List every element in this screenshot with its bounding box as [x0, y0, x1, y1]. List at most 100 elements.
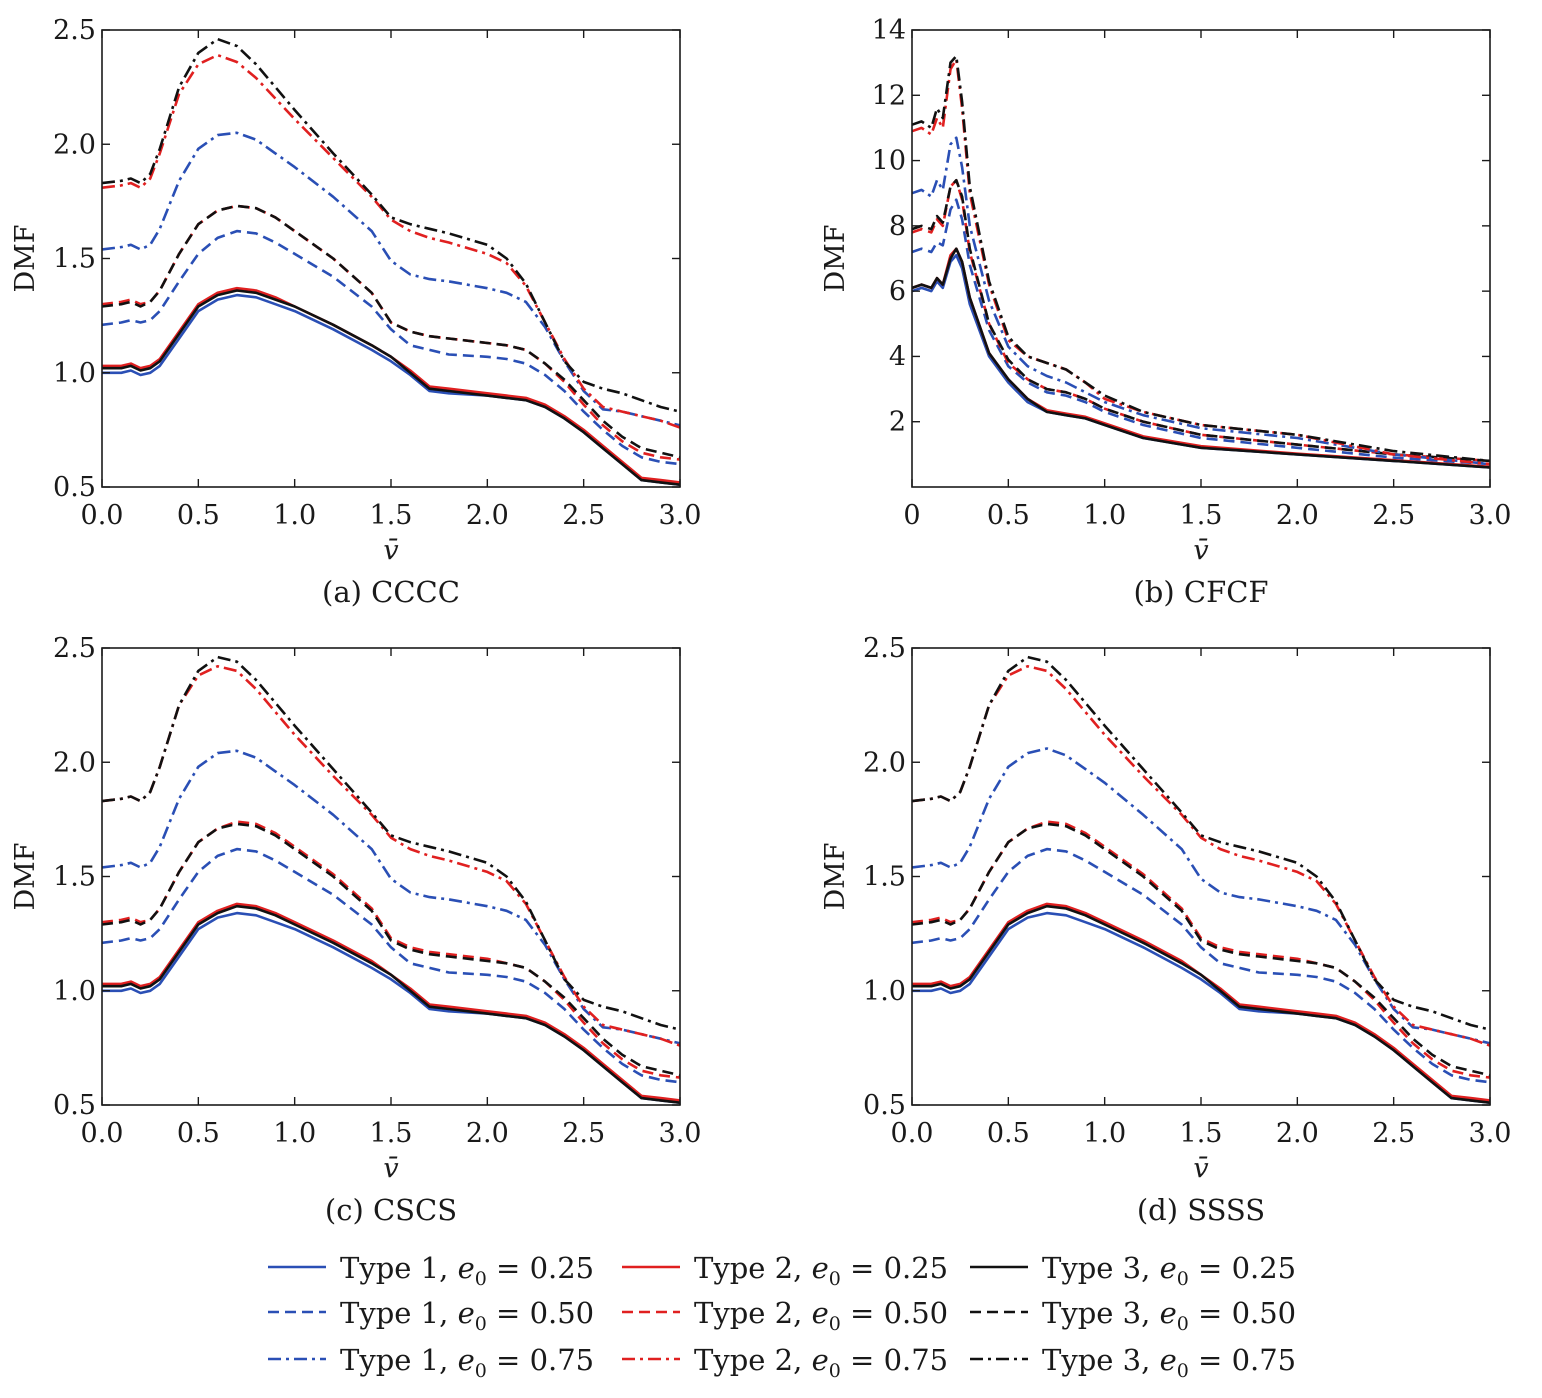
panel-caption: (a) CCCC	[322, 575, 460, 609]
legend-label: Type 3, e0 = 0.50	[1042, 1296, 1296, 1335]
legend-entry: Type 3, e0 = 0.50	[970, 1296, 1296, 1335]
panel-caption: (d) SSSS	[1137, 1193, 1265, 1227]
series-line-type3-dashdot	[912, 54, 1490, 463]
series-line-type1-dashdot	[102, 749, 680, 1045]
series-line-type3-dashed	[912, 822, 1490, 1077]
series-line-type1-dashdot	[912, 136, 1490, 466]
x-tick-label: 3.0	[1469, 1118, 1512, 1149]
y-axis-label: DMF	[820, 842, 851, 910]
chart-panel-4: 0.0 0.5 1.0 1.5 2.0 2.5 3.00.51.01.52.02.5v̄DM…	[820, 633, 1511, 1227]
y-axis-label: DMF	[820, 224, 851, 292]
x-tick-label: 2.0	[1276, 500, 1319, 531]
x-tick-label: 0.5	[177, 500, 220, 531]
y-tick-label: 4	[889, 341, 906, 372]
plot-frame	[911, 647, 1491, 1106]
series-line-type3-dashdot	[102, 655, 680, 1031]
x-axis-label: v̄	[383, 535, 398, 566]
x-axis-label: v̄	[383, 1153, 398, 1184]
chart-panel-2: 0 0.5 1.0 1.5 2.0 2.5 3.0 2 4 6 8 10 12 14 v̄ DMF (b) CF…	[820, 15, 1511, 609]
legend-entry: Type 1, e0 = 0.25	[268, 1251, 594, 1290]
series-line-type2-dashdot	[912, 58, 1490, 466]
panel-caption: (b) CFCF	[1133, 575, 1268, 609]
series-line-type1-dashdot	[102, 131, 680, 427]
legend-label: Type 1, e0 = 0.50	[340, 1296, 594, 1335]
y-tick-label: 2.5	[53, 633, 96, 664]
legend-entry: Type 2, e0 = 0.75	[622, 1343, 948, 1382]
y-tick-label: 1.5	[53, 862, 96, 893]
x-tick-label: 0.0	[81, 500, 124, 531]
y-tick-label: 1.0	[53, 976, 96, 1007]
y-axis-label: DMF	[10, 224, 41, 292]
y-tick-label: 10	[872, 146, 906, 177]
x-tick-label: 2.5	[1372, 1118, 1415, 1149]
x-tick-label: 3.0	[659, 1118, 702, 1149]
legend: Type 1, e0 = 0.25 Type 1, e0 = 0.50 Type 1…	[268, 1251, 1296, 1382]
y-tick-label: 1.0	[863, 976, 906, 1007]
x-axis-label: v̄	[1193, 1153, 1208, 1184]
series-line-type3-dashed	[912, 178, 1490, 463]
series-line-type3-solid	[912, 904, 1490, 1104]
y-tick-label: 2.0	[53, 129, 96, 160]
legend-label: Type 2, e0 = 0.75	[694, 1343, 948, 1382]
series-line-type2-dashed	[102, 820, 680, 1079]
x-tick-label: 2.0	[466, 500, 509, 531]
legend-label: Type 1, e0 = 0.75	[340, 1343, 594, 1382]
series-group	[912, 54, 1490, 469]
x-tick-label: 1.5	[1180, 500, 1223, 531]
series-line-type1-dashed	[912, 198, 1490, 466]
legend-entry: Type 2, e0 = 0.25	[622, 1251, 948, 1290]
series-line-type2-solid	[912, 247, 1490, 469]
x-tick-label: 2.5	[562, 1118, 605, 1149]
series-group	[102, 37, 680, 486]
series-line-type2-dashed	[912, 820, 1490, 1079]
series-line-type3-solid	[102, 289, 680, 486]
series-line-type3-dashdot	[102, 37, 680, 413]
y-axis-label: DMF	[10, 842, 41, 910]
y-tick-label: 0.5	[53, 472, 96, 503]
series-line-type3-dashed	[102, 822, 680, 1077]
chart-panel-1: 0.0 0.5 1.0 1.5 2.0 2.5 3.00.51.01.52.02.5v̄DM…	[10, 15, 701, 609]
series-group	[912, 655, 1490, 1104]
x-tick-label: 0.5	[987, 500, 1030, 531]
x-axis-label: v̄	[1193, 535, 1208, 566]
x-tick-label: 2.5	[562, 500, 605, 531]
series-line-type1-solid	[912, 253, 1490, 469]
x-tick-label: 0.0	[81, 1118, 124, 1149]
legend-label: Type 2, e0 = 0.50	[694, 1296, 948, 1335]
y-tick-label: 2.5	[53, 15, 96, 46]
legend-entry: Type 2, e0 = 0.50	[622, 1296, 948, 1335]
legend-entry: Type 3, e0 = 0.75	[970, 1343, 1296, 1382]
x-tick-label: 0	[903, 500, 920, 531]
legend-entry: Type 3, e0 = 0.25	[970, 1251, 1296, 1290]
x-tick-label: 1.0	[1083, 1118, 1126, 1149]
series-line-type3-dashdot	[912, 655, 1490, 1031]
y-tick-label: 12	[872, 80, 906, 111]
y-tick-label: 8	[889, 211, 906, 242]
y-tick-label: 1.5	[53, 244, 96, 275]
series-line-type3-dashed	[102, 204, 680, 459]
x-tick-label: 1.5	[1180, 1118, 1223, 1149]
series-line-type2-dashed	[912, 178, 1490, 463]
y-tick-label: 2.0	[863, 747, 906, 778]
panel-caption: (c) CSCS	[325, 1193, 457, 1227]
legend-entry: Type 1, e0 = 0.50	[268, 1296, 594, 1335]
x-tick-label: 0.5	[177, 1118, 220, 1149]
legend-entry: Type 1, e0 = 0.75	[268, 1343, 594, 1382]
y-tick-label: 1.0	[53, 358, 96, 389]
series-line-type2-dashdot	[102, 53, 680, 429]
y-tick-label: 0.5	[863, 1090, 906, 1121]
series-line-type3-solid	[912, 247, 1490, 469]
x-tick-label: 1.0	[273, 500, 316, 531]
series-line-type1-dashed	[102, 229, 680, 466]
series-group	[102, 655, 680, 1104]
legend-label: Type 3, e0 = 0.75	[1042, 1343, 1296, 1382]
chart-panel-3: 0.0 0.5 1.0 1.5 2.0 2.5 3.00.51.01.52.02.5v̄DM…	[10, 633, 701, 1227]
x-tick-label: 2.0	[466, 1118, 509, 1149]
y-tick-label: 1.5	[863, 862, 906, 893]
series-line-type1-dashdot	[912, 747, 1490, 1045]
series-line-type1-dashed	[102, 847, 680, 1084]
y-tick-label: 2.5	[863, 633, 906, 664]
y-tick-label: 0.5	[53, 1090, 96, 1121]
x-tick-label: 3.0	[659, 500, 702, 531]
legend-label: Type 3, e0 = 0.25	[1042, 1251, 1296, 1290]
